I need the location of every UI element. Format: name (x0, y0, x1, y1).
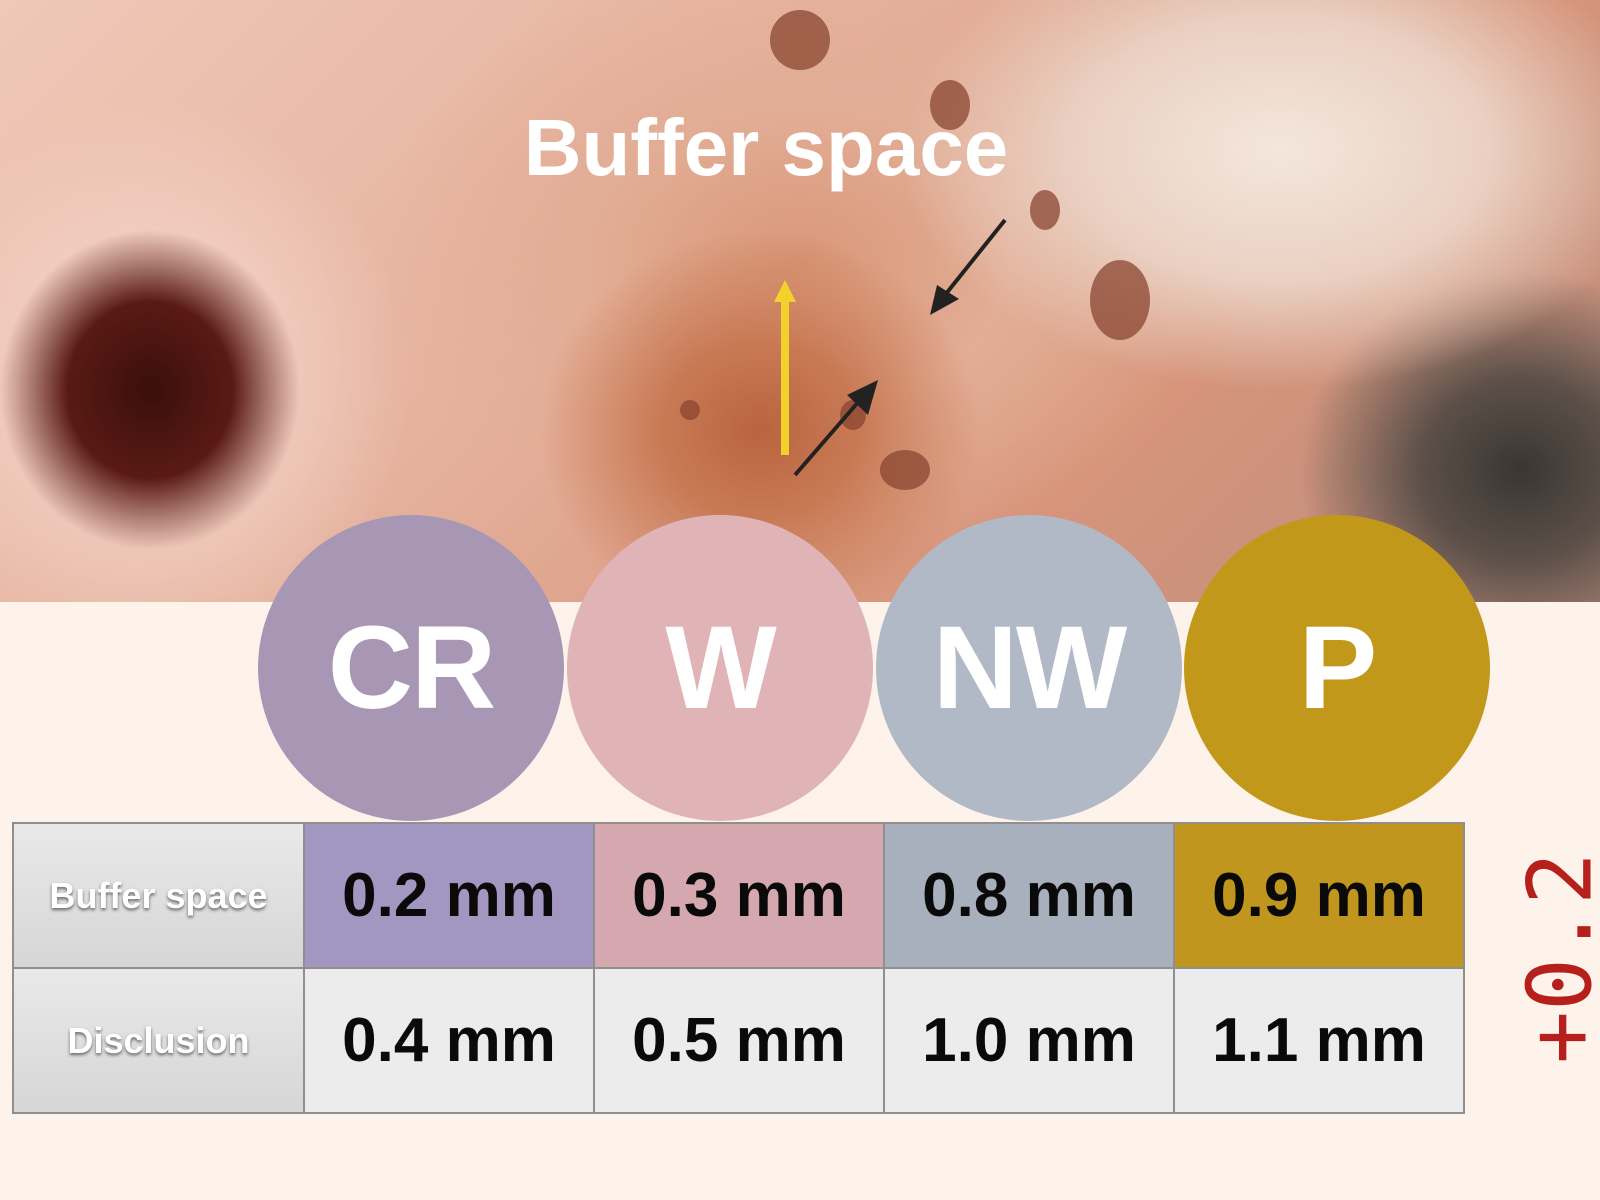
handwritten-annotation: +0.2 (1508, 852, 1600, 1064)
yellow-arrow-icon (774, 280, 796, 455)
black-arrow-icon (930, 218, 1007, 315)
cell-value: 0.5 mm (593, 967, 885, 1114)
row-header-buffer-space: Buffer space (12, 822, 305, 969)
table-row: Disclusion 0.4 mm 0.5 mm 1.0 mm 1.1 mm (12, 967, 1465, 1114)
badge-nw: NW (876, 515, 1182, 821)
badge-cr: CR (258, 515, 564, 821)
black-arrow-icon (793, 380, 878, 477)
table-row: Buffer space 0.2 mm 0.3 mm 0.8 mm 0.9 mm (12, 822, 1465, 969)
cell-value: 1.0 mm (883, 967, 1175, 1114)
badge-w: W (567, 515, 873, 821)
anatomy-photo: Buffer space (0, 0, 1600, 602)
cell-value: 0.2 mm (303, 822, 595, 969)
cell-value: 0.3 mm (593, 822, 885, 969)
badge-p: P (1184, 515, 1490, 821)
row-header-disclusion: Disclusion (12, 967, 305, 1114)
cell-value: 0.9 mm (1173, 822, 1465, 969)
cell-value: 0.4 mm (303, 967, 595, 1114)
slide-title: Buffer space (523, 103, 1009, 192)
cell-value: 1.1 mm (1173, 967, 1465, 1114)
buffer-table: Buffer space 0.2 mm 0.3 mm 0.8 mm 0.9 mm… (12, 822, 1465, 1114)
cell-value: 0.8 mm (883, 822, 1175, 969)
